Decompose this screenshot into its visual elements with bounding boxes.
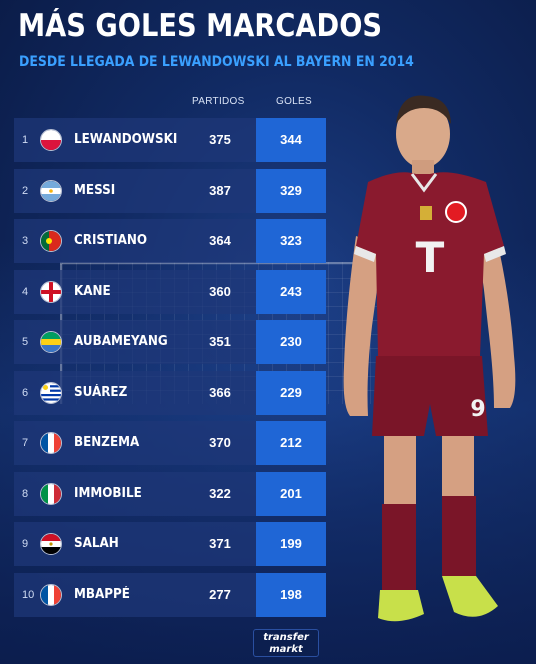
player-head — [396, 100, 450, 168]
logo-line-1: transfer — [263, 632, 309, 643]
partidos-value: 370 — [209, 435, 231, 450]
goles-value: 323 — [256, 219, 326, 263]
player-left-boot — [378, 590, 424, 622]
partidos-value: 360 — [209, 283, 231, 299]
bayern-crest-icon — [445, 201, 467, 223]
player-name: MBAPPÉ — [74, 586, 130, 602]
player-left-arm — [343, 236, 382, 416]
page-title: MÁS GOLES MARCADOS — [18, 8, 383, 44]
rank-number: 4 — [22, 285, 29, 298]
rank-number: 8 — [22, 487, 29, 500]
partidos-value: 387 — [209, 182, 231, 198]
player-name: SUÁREZ — [74, 384, 128, 400]
player-name: LEWANDOWSKI — [74, 132, 178, 147]
player-right-leg — [442, 436, 474, 506]
argentina-flag-icon — [40, 179, 62, 202]
table-row: 9 SALAH 371 199 — [14, 522, 326, 566]
goles-value: 329 — [256, 168, 326, 213]
france-flag-icon — [40, 432, 62, 454]
rank-number: 9 — [22, 538, 29, 550]
column-header-partidos: PARTIDOS — [192, 96, 245, 107]
rank-number: 3 — [22, 235, 29, 247]
goles-value: 344 — [256, 118, 326, 162]
partidos-value: 364 — [209, 233, 231, 248]
partidos-value: 366 — [209, 384, 231, 400]
uruguay-flag-icon — [40, 381, 62, 404]
goles-value: 199 — [256, 522, 326, 566]
partidos-value: 371 — [209, 536, 231, 551]
shorts-number-text: 9 — [470, 397, 485, 422]
player-name: SALAH — [74, 536, 119, 551]
player-left-leg — [384, 436, 416, 506]
goles-value: 229 — [256, 370, 326, 415]
partidos-value: 277 — [209, 586, 231, 602]
portugal-flag-icon — [40, 230, 62, 252]
partidos-value: 351 — [209, 334, 231, 349]
player-name: CRISTIANO — [74, 233, 148, 248]
rank-number: 5 — [22, 336, 29, 348]
player-left-sock — [382, 504, 416, 590]
partidos-value: 375 — [209, 132, 231, 147]
rank-number: 10 — [22, 588, 35, 601]
player-shorts — [372, 356, 488, 436]
ranking-table: 1 LEWANDOWSKI 375 344 2 MESSI 387 329 3 … — [14, 118, 326, 623]
table-row: 5 AUBAMEYANG 351 230 — [14, 320, 326, 364]
column-header-goles: GOLES — [276, 96, 312, 107]
table-row: 3 CRISTIANO 364 323 — [14, 219, 326, 263]
goles-value: 230 — [256, 320, 326, 364]
table-row: 2 MESSI 387 329 — [14, 168, 326, 213]
player-name: KANE — [74, 283, 111, 299]
transfermarkt-logo: transfer markt — [253, 629, 319, 657]
england-flag-icon — [40, 280, 62, 303]
page-subtitle: DESDE LLEGADA DE LEWANDOWSKI AL BAYERN E… — [19, 54, 414, 70]
poland-flag-icon — [40, 129, 62, 151]
france-flag-icon — [40, 583, 62, 606]
italy-flag-icon — [40, 482, 62, 505]
table-row: 7 BENZEMA 370 212 — [14, 421, 326, 465]
table-row: 6 SUÁREZ 366 229 — [14, 370, 326, 415]
rank-number: 2 — [22, 184, 29, 197]
rank-number: 7 — [22, 437, 29, 449]
rank-number: 6 — [22, 386, 29, 399]
jersey-sponsor-text: T — [416, 233, 445, 282]
goles-value: 243 — [256, 269, 326, 314]
goles-value: 198 — [256, 572, 326, 617]
badge-icon — [420, 206, 432, 220]
player-name: IMMOBILE — [74, 485, 142, 501]
player-jersey — [356, 172, 504, 356]
player-name: AUBAMEYANG — [74, 334, 168, 349]
table-row: 4 KANE 360 243 — [14, 269, 326, 314]
player-hair — [396, 95, 451, 124]
player-right-boot — [442, 576, 498, 617]
player-photo: T 9 — [343, 95, 516, 622]
player-right-sock — [442, 496, 476, 576]
player-name: MESSI — [74, 182, 116, 198]
logo-line-2: markt — [269, 644, 303, 655]
table-row: 1 LEWANDOWSKI 375 344 — [14, 118, 326, 162]
table-row: 10 MBAPPÉ 277 198 — [14, 572, 326, 617]
player-right-arm — [478, 236, 516, 408]
player-name: BENZEMA — [74, 435, 140, 450]
table-row: 8 IMMOBILE 322 201 — [14, 471, 326, 516]
egypt-flag-icon — [40, 533, 62, 555]
goles-value: 201 — [256, 471, 326, 516]
partidos-value: 322 — [209, 485, 231, 501]
gabon-flag-icon — [40, 331, 62, 353]
rank-number: 1 — [22, 134, 29, 146]
goles-value: 212 — [256, 421, 326, 465]
